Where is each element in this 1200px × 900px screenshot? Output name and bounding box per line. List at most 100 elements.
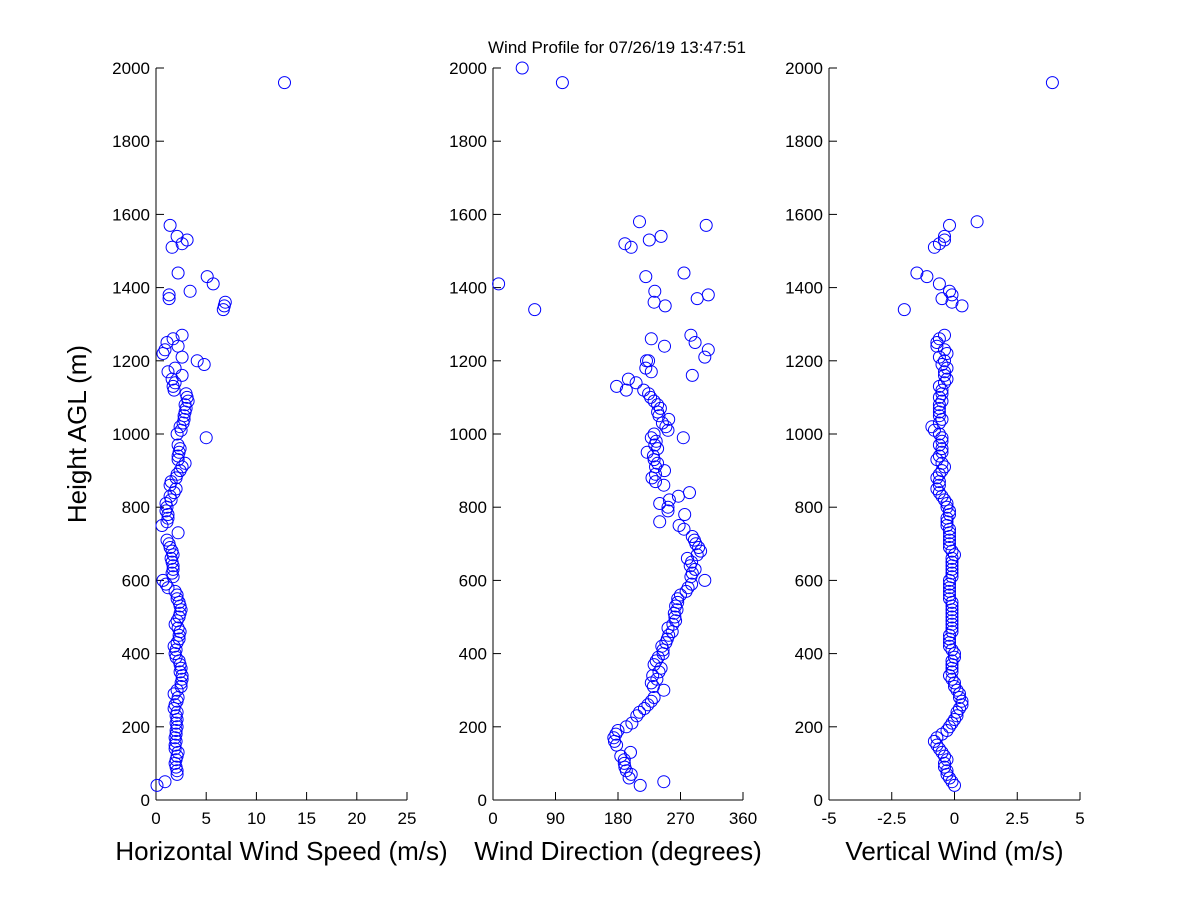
vertical-wind-point: [930, 471, 944, 485]
wind-direction-point: [698, 350, 712, 364]
vertical-wind-point: [938, 343, 951, 357]
horizontal-wind-speed-point: [162, 537, 176, 551]
horizontal-wind-speed-y-tick-label: 1000: [112, 425, 150, 444]
horizontal-wind-speed-point: [199, 431, 213, 445]
horizontal-wind-speed-point: [171, 438, 185, 452]
vertical-wind-point: [935, 464, 949, 478]
wind-direction-y-tick-label: 1200: [449, 352, 487, 371]
wind-direction-point: [651, 442, 665, 456]
vertical-wind-point: [935, 412, 949, 426]
wind-direction-point: [659, 420, 673, 434]
wind-direction-point: [685, 530, 699, 543]
vertical-wind-point: [955, 299, 969, 313]
horizontal-wind-speed-point: [160, 336, 174, 349]
vertical-wind-point: [910, 266, 924, 280]
wind-direction-point: [658, 464, 671, 478]
vertical-wind-y-tick-label: 1600: [785, 205, 823, 224]
wind-direction-y-tick-label: 1800: [449, 132, 487, 151]
vertical-wind-point: [930, 453, 944, 467]
vertical-wind-point: [945, 562, 959, 576]
horizontal-wind-speed-point: [175, 237, 189, 251]
wind-direction-x-tick-label: 0: [488, 809, 497, 828]
wind-direction-point: [677, 522, 691, 536]
wind-direction-point: [610, 379, 624, 393]
wind-direction-x-tick-label: 270: [666, 809, 694, 828]
wind-direction-point: [668, 610, 682, 624]
wind-direction-point: [639, 361, 653, 375]
wind-direction-point: [688, 336, 702, 349]
vertical-wind-point: [935, 442, 949, 456]
wind-direction-point: [651, 456, 665, 470]
horizontal-wind-speed-y-tick-label: 1400: [112, 279, 150, 298]
wind-direction-x-tick-label: 360: [729, 809, 757, 828]
wind-direction-point: [683, 486, 696, 500]
vertical-wind-point: [943, 771, 956, 785]
wind-direction-point: [681, 581, 695, 595]
wind-direction-point: [671, 592, 685, 606]
horizontal-wind-speed-point: [175, 368, 189, 382]
wind-direction-point: [633, 778, 647, 792]
wind-direction-points: [492, 61, 715, 792]
horizontal-wind-speed-point: [179, 387, 193, 401]
wind-direction-point: [661, 504, 675, 518]
horizontal-wind-speed-x-tick-label: 25: [398, 809, 417, 828]
vertical-wind-y-tick-label: 2000: [785, 59, 823, 78]
horizontal-wind-speed-y-tick-label: 1800: [112, 132, 150, 151]
vertical-wind-point: [925, 420, 939, 434]
wind-direction-point: [630, 709, 644, 723]
wind-direction-point: [647, 658, 661, 672]
vertical-wind-point: [935, 387, 949, 401]
vertical-wind-point: [945, 606, 959, 620]
vertical-wind-point: [945, 614, 959, 628]
vertical-wind-point: [1045, 76, 1059, 90]
vertical-wind-point: [948, 548, 961, 562]
horizontal-wind-speed-point: [170, 592, 184, 606]
vertical-wind-point: [927, 734, 941, 748]
wind-direction-point: [649, 460, 662, 474]
vertical-wind-point: [948, 650, 961, 664]
wind-direction-point: [639, 270, 653, 284]
wind-direction-point: [701, 288, 715, 302]
vertical-wind-point: [945, 551, 959, 565]
vertical-wind-point: [953, 702, 966, 715]
vertical-wind-point: [945, 288, 959, 302]
vertical-wind-point: [938, 328, 951, 342]
vertical-wind-point: [945, 555, 959, 569]
horizontal-wind-speed-point: [175, 672, 189, 686]
vertical-wind-x-tick-label: -5: [821, 809, 836, 828]
wind-direction-point: [647, 295, 661, 309]
horizontal-wind-speed-point: [168, 617, 182, 631]
wind-direction-point: [624, 745, 637, 759]
wind-direction-point: [625, 716, 639, 730]
wind-direction-point: [618, 237, 632, 251]
vertical-wind-y-tick-label: 1400: [785, 279, 823, 298]
horizontal-wind-speed-point: [180, 233, 194, 247]
vertical-wind-point: [948, 713, 961, 726]
wind-direction-x-axis-label: Wind Direction (degrees): [474, 836, 762, 866]
horizontal-wind-speed-y-tick-label: 200: [122, 718, 150, 737]
horizontal-wind-speed-point: [168, 698, 182, 712]
vertical-wind-point: [920, 270, 934, 284]
horizontal-wind-speed-point: [197, 358, 211, 371]
vertical-wind-point: [943, 720, 956, 734]
vertical-wind-point: [945, 665, 959, 679]
horizontal-wind-speed-point: [178, 398, 192, 412]
vertical-wind-point: [932, 438, 946, 452]
wind-direction-point: [624, 240, 638, 254]
vertical-wind-x-tick-label: 2.5: [1005, 809, 1029, 828]
vertical-wind-point: [938, 365, 951, 379]
wind-direction-point: [633, 215, 646, 229]
wind-direction-point: [684, 328, 698, 342]
vertical-wind-point: [945, 570, 959, 584]
wind-direction-point: [680, 551, 694, 565]
wind-direction-point: [642, 387, 656, 401]
wind-direction-point: [658, 339, 671, 353]
wind-direction-point: [644, 390, 658, 404]
vertical-wind-point: [940, 372, 954, 386]
wind-direction-point: [629, 376, 643, 390]
horizontal-wind-speed-point: [167, 639, 181, 653]
vertical-wind-y-tick-label: 1000: [785, 425, 823, 444]
wind-direction-point: [671, 595, 685, 609]
shared-y-axis-label: Height AGL (m): [62, 345, 92, 523]
